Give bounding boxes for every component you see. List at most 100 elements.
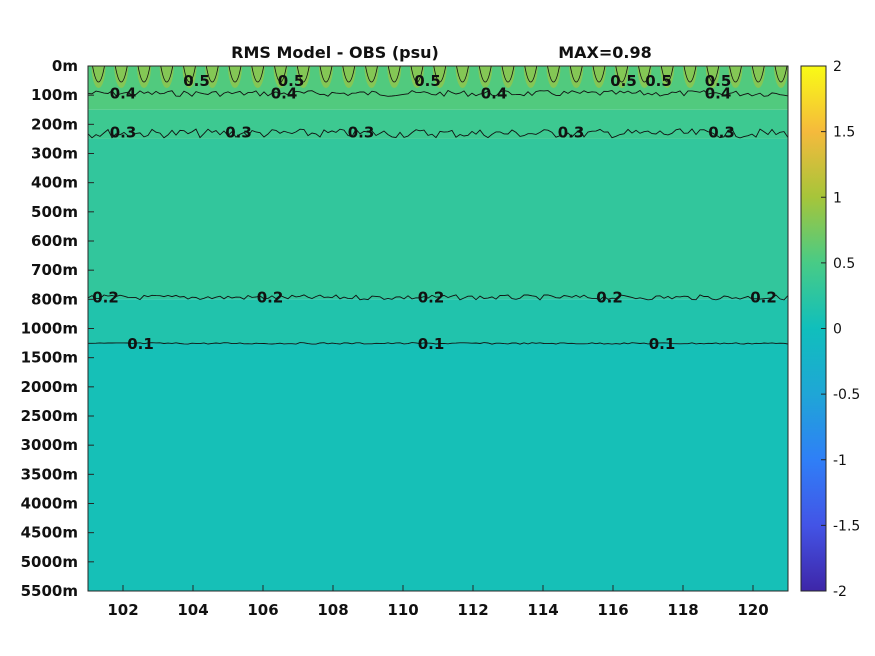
contour-line xyxy=(92,66,105,83)
field-band xyxy=(88,138,788,300)
y-tick-label: 100m xyxy=(31,86,78,104)
surface-cell xyxy=(774,66,788,88)
x-tick-label: 106 xyxy=(247,601,278,619)
contour-line xyxy=(660,66,674,83)
x-tick-label: 104 xyxy=(177,601,208,619)
field-band xyxy=(88,299,788,344)
contour-label: 0.1 xyxy=(649,335,676,353)
plot-area xyxy=(88,66,788,591)
contour-line xyxy=(683,66,697,83)
chart-title: RMS Model - OBS (psu) xyxy=(231,43,439,62)
contour-lines xyxy=(88,66,788,345)
contour-line xyxy=(137,66,151,83)
surface-cell xyxy=(159,66,174,88)
surface-cell xyxy=(614,66,629,88)
contour-line xyxy=(410,66,424,83)
contour-line xyxy=(319,66,333,83)
contour-line xyxy=(433,66,447,83)
surface-cell xyxy=(523,66,538,88)
surface-cell xyxy=(137,66,151,88)
surface-cell xyxy=(432,66,447,88)
x-tick-label: 116 xyxy=(597,601,628,619)
contour-line xyxy=(183,66,196,83)
y-tick-label: 300m xyxy=(31,145,78,163)
contour-label: 0.2 xyxy=(257,288,284,306)
surface-cell xyxy=(91,66,106,88)
surface-cell xyxy=(501,66,515,88)
x-tick-label: 120 xyxy=(737,601,768,619)
contour-label: 0.4 xyxy=(705,84,732,102)
contour-line xyxy=(274,66,287,83)
contour-line xyxy=(706,66,720,83)
contour-label: 0.5 xyxy=(705,72,732,90)
surface-cell xyxy=(228,66,242,88)
surface-cell xyxy=(341,66,356,88)
y-tick-label: 200m xyxy=(31,115,78,133)
surface-cell xyxy=(387,66,402,88)
surface-cell xyxy=(296,66,311,88)
contour-label: 0.3 xyxy=(708,124,735,142)
contour-line xyxy=(88,89,788,98)
contour-label: 0.2 xyxy=(92,288,119,306)
contour-label: 0.3 xyxy=(225,124,252,142)
colorbar-tick-label: 1.5 xyxy=(833,125,855,141)
colorbar-tick-label: -2 xyxy=(833,584,847,600)
contour-line xyxy=(729,66,742,83)
colorbar-tick-label: 0 xyxy=(833,322,842,338)
y-tick-label: 800m xyxy=(31,290,78,308)
contour-line xyxy=(547,66,560,83)
x-tick-label: 114 xyxy=(527,601,558,619)
x-tick-label: 108 xyxy=(317,601,348,619)
surface-cell xyxy=(478,66,493,88)
contour-label: 0.5 xyxy=(645,72,672,90)
y-tick-label: 500m xyxy=(31,203,78,221)
y-tick-label: 1000m xyxy=(21,320,78,338)
contour-label: 0.4 xyxy=(481,84,508,102)
contour-label: 0.3 xyxy=(110,124,137,142)
contour-label: 0.1 xyxy=(127,335,154,353)
y-tick-label: 2500m xyxy=(21,407,78,425)
contour-label: 0.2 xyxy=(418,288,445,306)
contour-line xyxy=(387,66,401,83)
surface-cell xyxy=(250,66,265,88)
y-tick-label: 600m xyxy=(31,232,78,250)
contour-line xyxy=(205,66,219,83)
surface-cell xyxy=(660,66,675,88)
y-tick-label: 3000m xyxy=(21,436,78,454)
contour-line xyxy=(456,66,469,83)
y-tick-label: 1500m xyxy=(21,349,78,367)
surface-cell xyxy=(592,66,606,88)
contour-line xyxy=(592,66,606,83)
contour-line xyxy=(638,66,651,83)
contour-line xyxy=(478,66,492,83)
y-tick-label: 0m xyxy=(52,57,78,75)
contour-label: 0.3 xyxy=(348,124,375,142)
x-axis: 102 104 106 108 110 112 114 116 118 120 xyxy=(107,585,769,619)
contour-label: 0.4 xyxy=(271,84,298,102)
contour-labels: 0.5 0.5 0.5 0.5 0.5 0.50.4 0.4 0.4 0.40.3 0.3 0.3 0… xyxy=(92,72,777,353)
colorbar-tick-label: 1 xyxy=(833,190,842,206)
contour-label: 0.5 xyxy=(183,72,210,90)
y-tick-label: 5500m xyxy=(21,582,78,600)
y-axis: 0m 100m 200m 300m 400m 500m 600m 700m 800m 1000m 1… xyxy=(21,57,94,600)
contour-line xyxy=(774,66,788,83)
contour-label: 0.2 xyxy=(596,288,623,306)
x-tick-label: 112 xyxy=(457,601,488,619)
contour-line xyxy=(751,66,765,83)
y-tick-label: 4500m xyxy=(21,524,78,542)
surface-cell xyxy=(705,66,720,88)
max-annotation: MAX=0.98 xyxy=(558,43,652,62)
surface-cell xyxy=(637,66,652,88)
contour-line xyxy=(160,66,174,83)
x-tick-label: 118 xyxy=(667,601,698,619)
contour-label: 0.1 xyxy=(418,335,445,353)
contour-label: 0.4 xyxy=(110,84,137,102)
surface-cell xyxy=(182,66,197,88)
y-tick-label: 700m xyxy=(31,261,78,279)
y-tick-label: 4000m xyxy=(21,495,78,513)
surface-cell xyxy=(273,66,288,88)
surface-cell xyxy=(455,66,470,88)
contour-line xyxy=(342,66,356,83)
surface-cell xyxy=(319,66,333,88)
contour-label: 0.5 xyxy=(610,72,637,90)
